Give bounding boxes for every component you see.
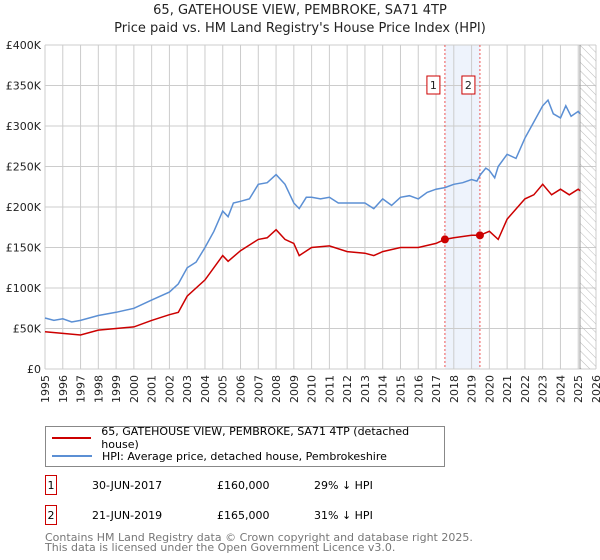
transaction-row: 2 21-JUN-2019 £165,000 31% ↓ HPI — [45, 505, 445, 527]
x-tick-label: 2022 — [519, 375, 532, 403]
transaction-date: 30-JUN-2017 — [92, 479, 163, 492]
property-line-swatch — [52, 437, 92, 439]
legend-property: 65, GATEHOUSE VIEW, PEMBROKE, SA71 4TP (… — [101, 425, 410, 451]
transaction-date: 21-JUN-2019 — [92, 509, 163, 522]
x-tick-label: 2005 — [217, 375, 230, 403]
x-tick-label: 1995 — [39, 375, 52, 403]
marker-badge: 2 — [45, 505, 57, 525]
x-tick-label: 2002 — [163, 375, 176, 403]
x-tick-label: 2011 — [323, 375, 336, 403]
sale-marker-label: 2 — [465, 79, 472, 92]
x-tick-label: 2016 — [412, 375, 425, 403]
sale-marker-label: 1 — [430, 79, 437, 92]
y-tick-label: £0 — [27, 363, 41, 376]
transaction-price: £165,000 — [217, 509, 270, 522]
footer-licence: This data is licensed under the Open Gov… — [45, 541, 396, 554]
x-tick-label: 2007 — [252, 375, 265, 403]
transaction-row: 1 30-JUN-2017 £160,000 29% ↓ HPI — [45, 475, 445, 497]
forecast-hatch — [580, 45, 596, 369]
legend-hpi: HPI: Average price, detached house, Pemb… — [102, 449, 387, 463]
y-tick-label: £50K — [13, 323, 42, 336]
property-price-line — [44, 183, 581, 336]
transaction-delta: 31% ↓ HPI — [314, 509, 373, 522]
y-tick-label: £100K — [6, 282, 42, 295]
x-tick-label: 2020 — [483, 375, 496, 403]
sale-point — [440, 235, 449, 244]
x-tick-label: 2021 — [501, 375, 514, 403]
x-tick-label: 2003 — [181, 375, 194, 403]
x-tick-label: 2026 — [590, 375, 600, 403]
x-tick-label: 2013 — [359, 375, 372, 403]
hpi-line-swatch — [52, 455, 92, 457]
chart-subtitle: Price paid vs. HM Land Registry's House … — [114, 21, 486, 36]
footer-copyright: Contains HM Land Registry data © Crown c… — [45, 531, 473, 544]
x-tick-label: 2001 — [146, 375, 159, 403]
x-tick-label: 2019 — [466, 375, 479, 403]
x-tick-label: 2014 — [377, 375, 390, 403]
x-tick-label: 2010 — [306, 375, 319, 403]
x-tick-label: 2012 — [341, 375, 354, 403]
y-tick-label: £200K — [6, 201, 42, 214]
x-tick-label: 2006 — [235, 375, 248, 403]
sale-marker-box — [426, 75, 441, 95]
chart-title: 65, GATEHOUSE VIEW, PEMBROKE, SA71 4TP — [153, 3, 447, 18]
x-tick-label: 2023 — [537, 375, 550, 403]
x-tick-label: 1996 — [57, 375, 70, 403]
sale-point — [475, 231, 484, 240]
x-tick-label: 1997 — [75, 375, 88, 403]
x-tick-label: 2017 — [430, 375, 443, 403]
legend: 65, GATEHOUSE VIEW, PEMBROKE, SA71 4TP (… — [45, 425, 445, 467]
y-tick-label: £250K — [6, 161, 42, 174]
x-tick-label: 2015 — [394, 375, 407, 403]
price-chart: £0 £50K £100K £150K £200K £250K £300K £350K £400… — [6, 39, 600, 403]
x-tick-label: 2008 — [270, 375, 283, 403]
x-tick-label: 2024 — [554, 375, 567, 403]
marker-badge: 1 — [45, 475, 57, 495]
x-tick-label: 1999 — [110, 375, 123, 403]
x-tick-label: 1998 — [92, 375, 105, 403]
x-tick-label: 2009 — [288, 375, 301, 403]
transaction-delta: 29% ↓ HPI — [314, 479, 373, 492]
y-tick-label: £300K — [6, 120, 42, 133]
y-tick-label: £350K — [6, 80, 42, 93]
x-tick-label: 2004 — [199, 375, 212, 403]
y-tick-label: £150K — [6, 242, 42, 255]
sale-marker-box — [461, 75, 476, 95]
x-tick-label: 2000 — [128, 375, 141, 403]
hpi-line — [44, 98, 581, 323]
transaction-price: £160,000 — [217, 479, 270, 492]
y-tick-label: £400K — [6, 39, 42, 52]
x-tick-label: 2018 — [448, 375, 461, 403]
x-tick-label: 2025 — [572, 375, 585, 403]
